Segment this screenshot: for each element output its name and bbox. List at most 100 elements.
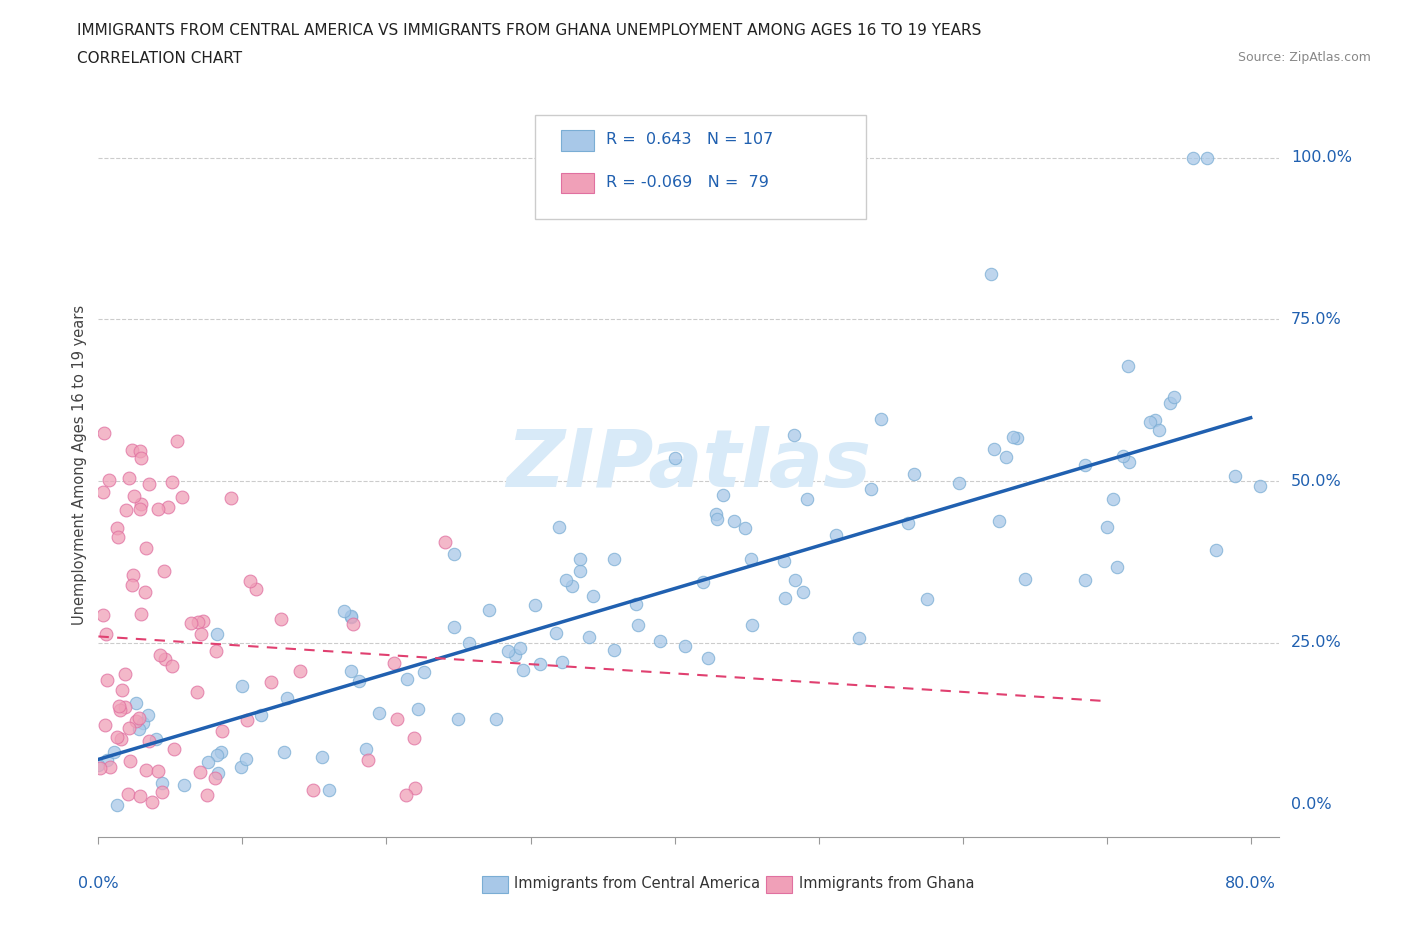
Point	[121, 578, 143, 592]
Point	[704, 507, 727, 522]
Point	[97, 472, 120, 487]
Point	[129, 789, 152, 804]
Point	[903, 467, 925, 482]
Point	[561, 578, 583, 593]
Text: 75.0%: 75.0%	[1291, 312, 1341, 327]
Point	[172, 490, 194, 505]
Point	[96, 673, 118, 688]
Point	[180, 616, 202, 631]
Point	[785, 573, 807, 588]
Point	[118, 753, 141, 768]
Text: IMMIGRANTS FROM CENTRAL AMERICA VS IMMIGRANTS FROM GHANA UNEMPLOYMENT AMONG AGES: IMMIGRANTS FROM CENTRAL AMERICA VS IMMIG…	[77, 23, 981, 38]
FancyBboxPatch shape	[561, 130, 595, 151]
Point	[568, 551, 591, 566]
Point	[443, 619, 465, 634]
Point	[318, 782, 340, 797]
Point	[128, 501, 150, 516]
Point	[624, 596, 647, 611]
Point	[740, 551, 762, 566]
Point	[129, 497, 152, 512]
Point	[773, 591, 796, 605]
Point	[458, 636, 481, 651]
Point	[734, 521, 756, 536]
Text: ZIPatlas: ZIPatlas	[506, 426, 872, 504]
Point	[706, 512, 728, 526]
Point	[673, 639, 696, 654]
Point	[696, 650, 718, 665]
Point	[627, 618, 650, 632]
Text: 50.0%: 50.0%	[1291, 473, 1341, 488]
Point	[160, 658, 183, 673]
Point	[782, 427, 804, 442]
Point	[114, 667, 136, 682]
Text: R =  0.643   N = 107: R = 0.643 N = 107	[606, 132, 773, 147]
Point	[443, 546, 465, 561]
Point	[107, 529, 129, 544]
Point	[551, 654, 574, 669]
Point	[302, 783, 325, 798]
Point	[132, 716, 155, 731]
Point	[156, 499, 179, 514]
Point	[115, 502, 138, 517]
Point	[987, 513, 1010, 528]
Point	[404, 780, 426, 795]
Text: 25.0%: 25.0%	[1291, 635, 1341, 650]
Point	[485, 712, 508, 727]
Point	[93, 425, 115, 440]
Point	[188, 764, 211, 779]
Point	[340, 610, 363, 625]
Point	[741, 618, 763, 632]
Point	[1205, 543, 1227, 558]
Point	[204, 770, 226, 785]
Point	[1163, 390, 1185, 405]
Point	[446, 711, 468, 726]
Point	[138, 477, 160, 492]
Point	[94, 717, 117, 732]
Point	[1159, 396, 1181, 411]
Text: CORRELATION CHART: CORRELATION CHART	[77, 51, 242, 66]
Point	[245, 581, 267, 596]
Point	[87, 758, 110, 773]
Point	[270, 611, 292, 626]
FancyBboxPatch shape	[561, 173, 595, 193]
Point	[135, 763, 157, 777]
Point	[870, 411, 893, 426]
Point	[1095, 520, 1118, 535]
Point	[89, 761, 111, 776]
Point	[796, 492, 818, 507]
Point	[509, 640, 531, 655]
Point	[547, 520, 569, 535]
Point	[1014, 571, 1036, 586]
Point	[1112, 448, 1135, 463]
Point	[356, 741, 378, 756]
Point	[367, 706, 389, 721]
Text: R = -0.069   N =  79: R = -0.069 N = 79	[606, 175, 769, 190]
Point	[529, 657, 551, 671]
Point	[125, 696, 148, 711]
Point	[150, 784, 173, 799]
Point	[96, 752, 118, 767]
Point	[995, 449, 1018, 464]
Point	[792, 585, 814, 600]
Point	[121, 568, 143, 583]
Point	[103, 744, 125, 759]
Point	[211, 724, 233, 738]
Point	[1149, 423, 1171, 438]
Point	[207, 766, 229, 781]
Point	[146, 764, 169, 778]
Point	[260, 675, 283, 690]
Point	[554, 573, 576, 588]
Point	[207, 627, 229, 642]
Point	[146, 501, 169, 516]
Point	[150, 776, 173, 790]
Point	[1116, 359, 1139, 374]
Point	[250, 707, 273, 722]
FancyBboxPatch shape	[536, 115, 866, 219]
Point	[91, 485, 114, 499]
Point	[239, 574, 262, 589]
Point	[342, 617, 364, 631]
Point	[191, 614, 214, 629]
Point	[825, 528, 848, 543]
Point	[110, 683, 132, 698]
Text: 100.0%: 100.0%	[1291, 151, 1353, 166]
